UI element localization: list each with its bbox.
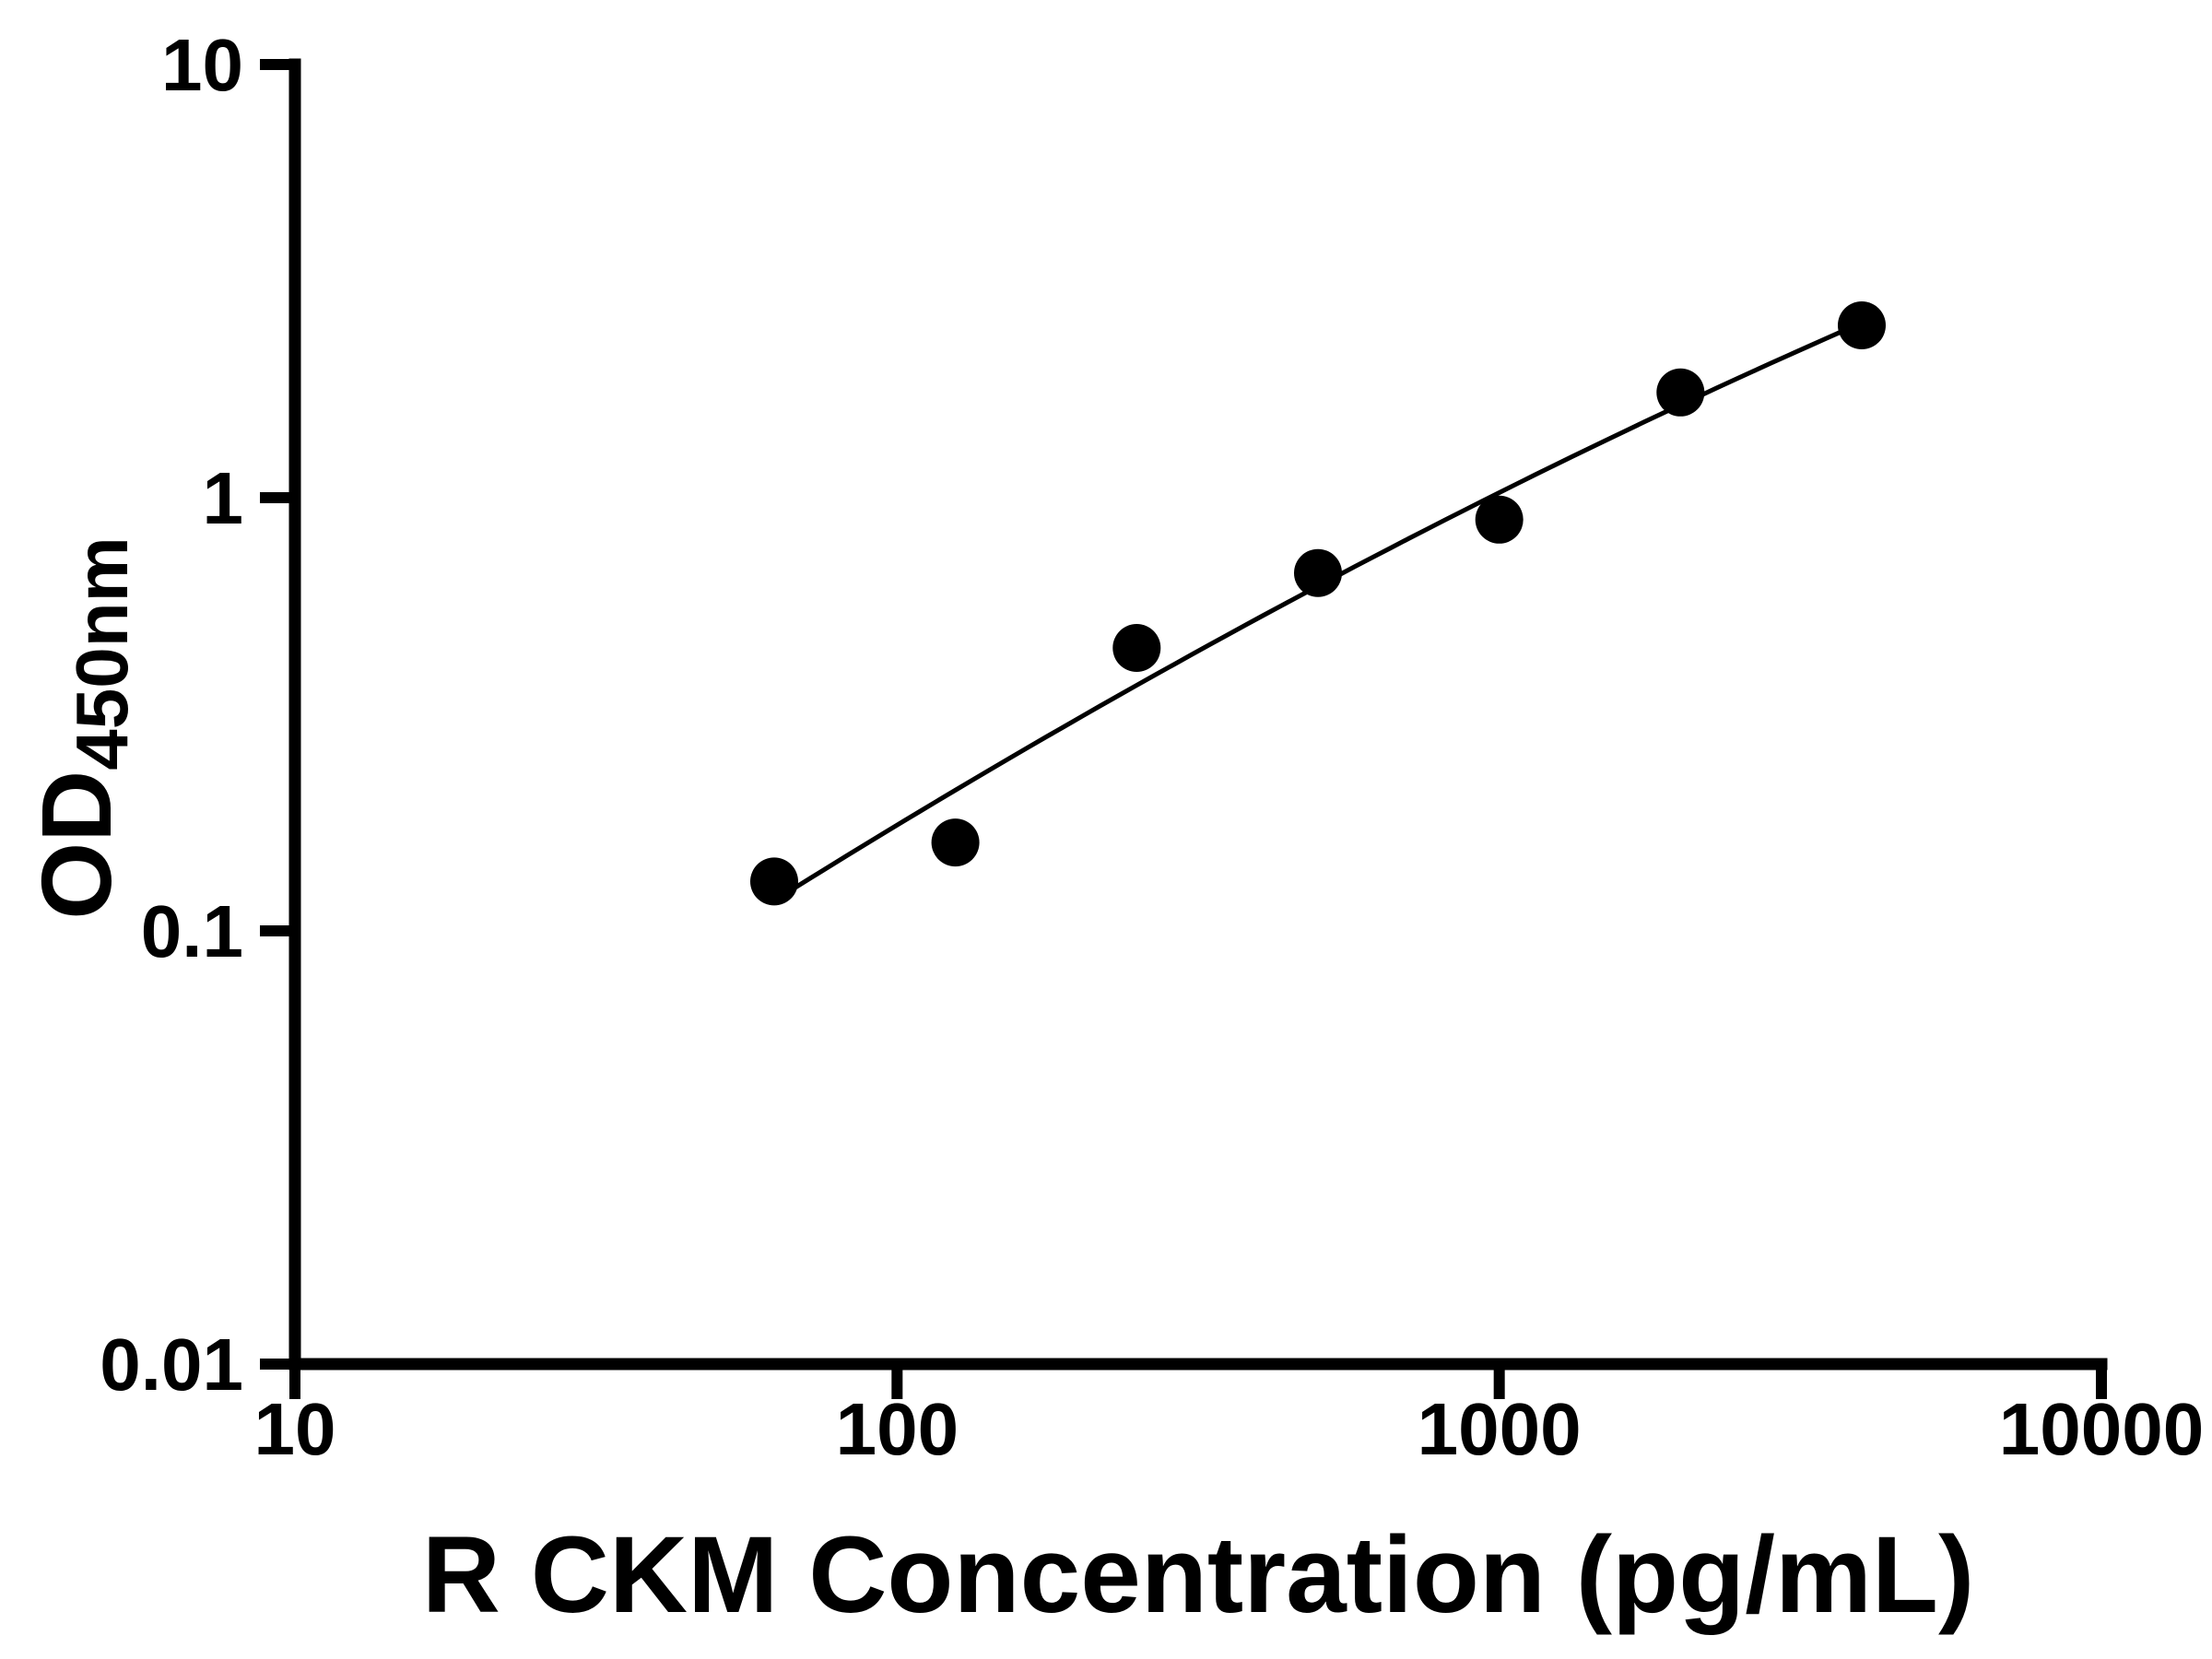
x-axis-tick-label: 10000 bbox=[1999, 1388, 2204, 1470]
x-axis-tick-label: 1000 bbox=[1418, 1388, 1582, 1470]
data-point bbox=[1112, 624, 1161, 672]
y-axis-tick-label: 0.01 bbox=[100, 1324, 243, 1406]
fit-curve bbox=[772, 320, 1864, 903]
data-point bbox=[931, 818, 980, 867]
y-axis-tick-label: 10 bbox=[161, 24, 243, 106]
x-axis-tick-label: 100 bbox=[836, 1388, 959, 1470]
y-axis-title: OD450nm bbox=[20, 536, 143, 919]
data-point bbox=[750, 857, 798, 906]
data-point bbox=[1294, 548, 1342, 597]
data-point bbox=[1838, 301, 1886, 349]
y-axis-title-wavelength-subscript: 450nm bbox=[61, 536, 143, 771]
x-axis-tick-label: 10 bbox=[254, 1388, 336, 1470]
y-axis-title-od: OD bbox=[20, 770, 132, 920]
y-axis-tick-label: 0.1 bbox=[141, 890, 243, 972]
data-point bbox=[1656, 368, 1705, 417]
axis-lines bbox=[288, 58, 2108, 1371]
x-axis-title: R CKM Concentration (pg/mL) bbox=[421, 1514, 1975, 1636]
y-axis-tick-label: 1 bbox=[203, 457, 244, 539]
data-point bbox=[1475, 495, 1524, 544]
